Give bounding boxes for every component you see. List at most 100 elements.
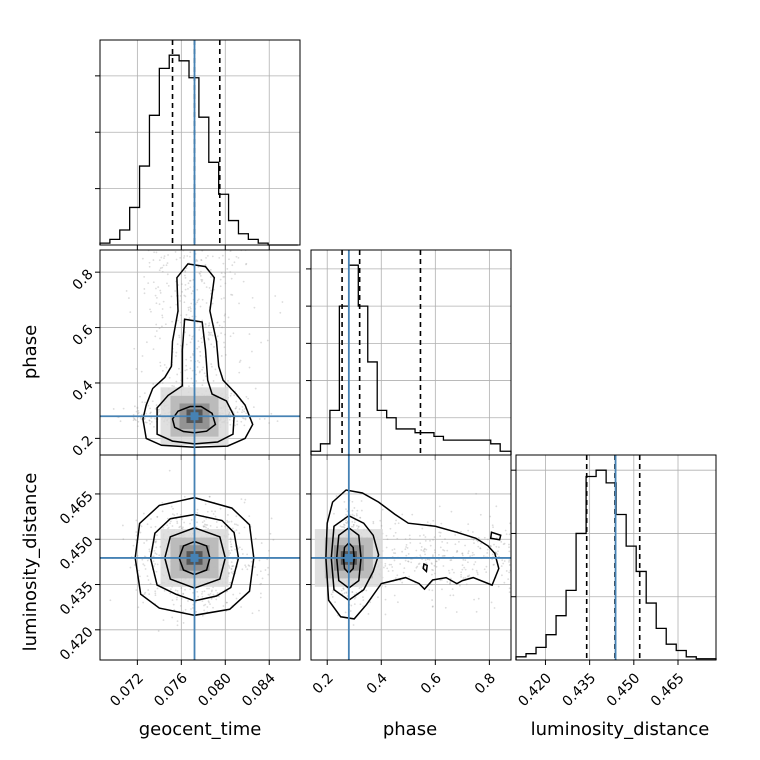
sample-point	[232, 593, 235, 596]
sample-point	[405, 543, 408, 546]
sample-point	[149, 407, 151, 410]
panel-frame	[99, 39, 301, 246]
sample-point	[253, 566, 256, 569]
sample-point	[147, 404, 150, 407]
sample-point	[225, 601, 228, 604]
sample-point	[238, 546, 241, 549]
sample-point	[133, 347, 136, 350]
sample-point	[245, 412, 247, 415]
sample-point	[167, 254, 169, 256]
sample-point	[453, 571, 455, 574]
sample-point	[380, 524, 383, 527]
sample-point	[204, 603, 207, 606]
sample-point	[232, 565, 235, 567]
sample-point	[144, 401, 146, 404]
sample-point	[503, 542, 506, 545]
sample-point	[155, 287, 157, 290]
sample-point	[211, 334, 214, 337]
sample-point	[231, 264, 234, 267]
sample-point	[212, 593, 215, 596]
sample-point	[464, 568, 467, 571]
sample-point	[432, 519, 435, 522]
sample-point	[485, 571, 488, 574]
sample-point	[206, 524, 209, 526]
sample-point	[197, 595, 200, 598]
sample-point	[202, 379, 205, 382]
sample-point	[494, 551, 497, 554]
sample-point	[205, 375, 207, 378]
sample-point	[454, 534, 457, 536]
sample-point	[508, 564, 511, 566]
sample-point	[167, 284, 170, 287]
sample-point	[201, 593, 203, 595]
sample-point	[241, 548, 243, 551]
x-axis-label-geocent-time: geocent_time	[139, 719, 262, 740]
truth-marker	[344, 553, 353, 562]
sample-point	[200, 280, 203, 283]
sample-point	[188, 279, 191, 282]
sample-point	[467, 523, 470, 526]
sample-point	[455, 611, 458, 613]
sample-point	[247, 397, 250, 400]
sample-point	[430, 563, 433, 565]
sample-point	[196, 347, 199, 350]
sample-point	[206, 254, 209, 257]
sample-point	[143, 555, 146, 558]
sample-point	[191, 369, 194, 372]
sample-point	[180, 283, 183, 286]
sample-point	[148, 261, 151, 264]
truth-marker	[190, 553, 199, 562]
sample-point	[226, 267, 229, 270]
sample-point	[152, 259, 155, 261]
sample-point	[171, 384, 174, 387]
sample-point	[195, 611, 198, 613]
sample-point	[189, 588, 192, 591]
sample-point	[335, 495, 338, 497]
joint-panel-phase-vs-luminosity-distance: 0.2 0.4 0.6 0.8	[306, 454, 512, 697]
sample-point	[483, 568, 486, 571]
sample-point	[237, 548, 240, 550]
sample-point	[230, 277, 233, 280]
sample-point	[186, 255, 189, 257]
sample-point	[455, 551, 458, 554]
sample-point	[169, 520, 172, 523]
sample-point	[183, 257, 185, 259]
sample-point	[188, 334, 191, 337]
sample-point	[442, 554, 445, 557]
sample-point	[154, 594, 157, 597]
sample-point	[166, 262, 169, 264]
sample-point	[254, 387, 257, 390]
sample-point	[391, 566, 394, 568]
sample-point	[142, 512, 145, 515]
sample-point	[467, 552, 470, 555]
sample-point	[207, 337, 210, 340]
sample-point	[415, 549, 418, 552]
sample-point	[352, 525, 355, 528]
sample-point	[473, 542, 475, 544]
y-tick-label: 0.6	[70, 322, 97, 349]
sample-point	[346, 522, 348, 525]
sample-point	[428, 589, 431, 591]
sample-point	[377, 596, 379, 599]
sample-point	[230, 543, 233, 546]
sample-point	[175, 258, 178, 261]
sample-point	[435, 560, 438, 563]
sample-point	[135, 589, 138, 591]
sample-point	[431, 599, 434, 601]
sample-point	[440, 522, 443, 525]
sample-point	[236, 423, 239, 426]
sample-point	[234, 273, 236, 275]
sample-point	[274, 295, 277, 297]
sample-point	[143, 564, 146, 567]
sample-point	[442, 548, 444, 551]
sample-point	[146, 523, 149, 526]
sample-point	[196, 260, 199, 262]
sample-point	[440, 578, 443, 581]
sample-point	[185, 343, 188, 346]
sample-point	[141, 401, 144, 404]
sample-point	[460, 571, 463, 574]
sample-point	[214, 510, 217, 513]
sample-point	[219, 507, 222, 510]
sample-point	[181, 290, 183, 293]
sample-point	[135, 519, 138, 522]
